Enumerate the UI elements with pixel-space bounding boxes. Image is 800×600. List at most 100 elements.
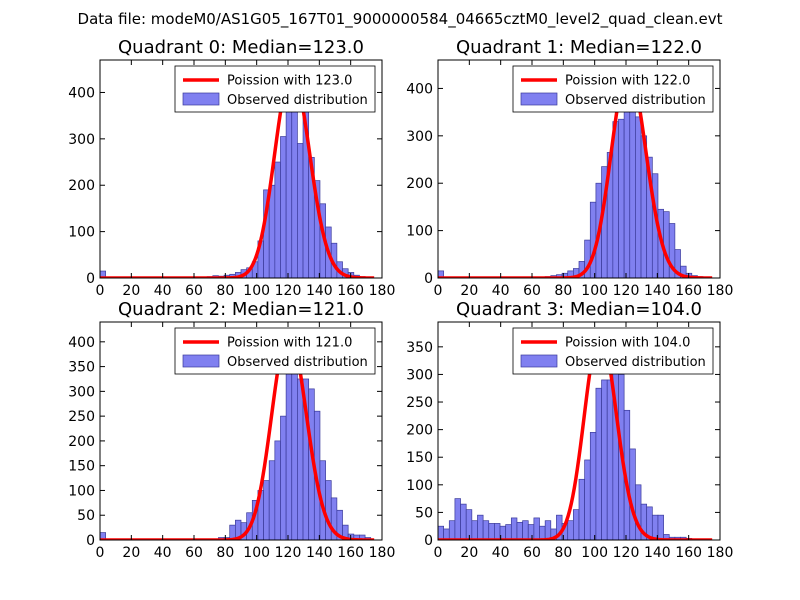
hist-bar [578, 478, 585, 540]
chart-title: Quadrant 1: Median=122.0 [456, 37, 702, 58]
x-tick-label: 60 [185, 545, 203, 561]
hist-bar [510, 517, 518, 540]
hist-bar [297, 378, 304, 540]
hist-bar [567, 520, 574, 540]
hist-bar [584, 459, 591, 540]
hist-bar [297, 143, 304, 278]
y-tick-label: 400 [68, 335, 95, 351]
hist-bar [494, 523, 501, 540]
x-tick-label: 160 [675, 545, 702, 561]
hist-bar [657, 514, 664, 540]
y-tick-label: 300 [68, 384, 95, 400]
y-tick-label: 0 [424, 533, 433, 549]
y-tick-label: 300 [68, 132, 95, 148]
poisson-curve [100, 69, 375, 278]
x-tick-label: 0 [434, 545, 443, 561]
x-tick-label: 100 [243, 545, 270, 561]
figure-suptitle: Data file: modeM0/AS1G05_167T01_90000005… [78, 10, 723, 29]
y-tick-label: 350 [68, 360, 95, 376]
hist-bar [516, 521, 523, 540]
x-tick-label: 0 [96, 545, 105, 561]
legend-entry-observed: Observed distribution [227, 93, 368, 108]
hist-bar [595, 387, 602, 540]
hist-bar [268, 460, 276, 540]
legend-entry-poisson: Poission with 121.0 [227, 336, 352, 351]
hist-bar [448, 520, 456, 540]
y-tick-label: 300 [406, 367, 433, 383]
legend-bar-swatch [182, 354, 220, 368]
legend-entry-poisson: Poission with 123.0 [227, 74, 352, 89]
x-tick-label: 20 [122, 283, 140, 299]
hist-bar [635, 116, 642, 278]
hist-bar [629, 99, 636, 278]
legend-entry-poisson: Poission with 104.0 [565, 336, 690, 351]
legend-entry-observed: Observed distribution [227, 355, 368, 370]
x-tick-label: 120 [275, 283, 302, 299]
x-tick-label: 60 [523, 283, 541, 299]
axes-frame [99, 321, 383, 541]
hist-bar [274, 440, 281, 540]
hist-bar [460, 503, 467, 540]
poisson-curve [438, 67, 713, 278]
chart-title: Quadrant 0: Median=123.0 [118, 37, 364, 58]
legend-entry-observed: Observed distribution [565, 93, 706, 108]
hist-bar [482, 520, 490, 540]
y-tick-label: 150 [68, 459, 95, 475]
chart-panel-2: Quadrant 2: Median=121.00 20 40 60 80 100 120 1… [68, 299, 395, 561]
hist-bar [539, 525, 546, 540]
y-tick-label: 400 [406, 81, 433, 97]
x-tick-label: 140 [644, 283, 671, 299]
x-tick-label: 140 [306, 283, 333, 299]
y-tick-label: 100 [406, 224, 433, 240]
x-tick-label: 120 [613, 283, 640, 299]
hist-bar [280, 415, 287, 540]
hist-bar [601, 379, 608, 540]
hist-bar [544, 520, 552, 540]
legend-entry-observed: Observed distribution [565, 355, 706, 370]
hist-bar [573, 509, 580, 540]
x-tick-label: 100 [243, 283, 270, 299]
x-tick-label: 40 [154, 283, 172, 299]
hist-bar [274, 161, 281, 278]
x-tick-label: 120 [613, 545, 640, 561]
x-tick-label: 60 [523, 545, 541, 561]
hist-bar [589, 201, 597, 278]
hist-bar [589, 432, 597, 540]
legend-bar-swatch [182, 92, 220, 106]
y-tick-label: 150 [406, 450, 433, 466]
hist-bar [663, 211, 670, 278]
x-tick-label: 140 [644, 545, 671, 561]
hist-bar [527, 524, 535, 540]
legend-bar-swatch [520, 354, 558, 368]
x-tick-label: 80 [554, 545, 572, 561]
y-tick-label: 250 [68, 409, 95, 425]
hist-bar [606, 379, 614, 540]
x-tick-label: 40 [492, 545, 510, 561]
x-tick-label: 180 [369, 283, 396, 299]
chart-title: Quadrant 3: Median=104.0 [456, 299, 702, 320]
x-tick-label: 80 [216, 545, 234, 561]
hist-bar [533, 517, 540, 540]
y-tick-label: 200 [406, 176, 433, 192]
x-tick-label: 100 [581, 545, 608, 561]
x-tick-label: 80 [216, 283, 234, 299]
x-tick-label: 80 [554, 283, 572, 299]
poisson-curve [100, 330, 375, 540]
chart-panel-3: Quadrant 3: Median=104.00 20 40 60 80 100 120 1… [406, 299, 733, 561]
legend-bar-swatch [520, 92, 558, 106]
hist-bar [488, 523, 495, 540]
chart-panel-1: Quadrant 1: Median=122.00 20 40 60 80 100 120 1… [406, 37, 733, 299]
y-tick-label: 200 [406, 423, 433, 439]
x-tick-label: 40 [492, 283, 510, 299]
x-tick-label: 180 [707, 283, 734, 299]
x-tick-label: 20 [460, 545, 478, 561]
y-tick-label: 300 [406, 129, 433, 145]
x-tick-label: 140 [306, 545, 333, 561]
y-tick-label: 0 [86, 533, 95, 549]
x-tick-label: 160 [675, 283, 702, 299]
x-tick-label: 0 [434, 283, 443, 299]
axes-frame [437, 59, 721, 279]
hist-bar [291, 361, 298, 540]
y-tick-label: 50 [77, 508, 95, 524]
